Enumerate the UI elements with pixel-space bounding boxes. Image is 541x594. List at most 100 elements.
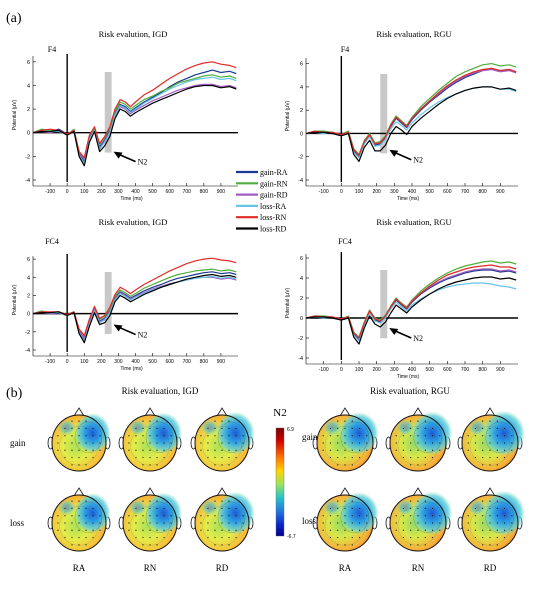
electrode-dot bbox=[170, 435, 172, 437]
electrode-dot bbox=[200, 515, 202, 517]
electrode-dot bbox=[417, 427, 419, 430]
electrode-dot bbox=[85, 427, 87, 430]
frontal-left-region bbox=[395, 419, 416, 436]
electrode-dot bbox=[337, 456, 339, 459]
legend-item-loss-RA: loss-RA bbox=[236, 202, 286, 211]
electrode-dot bbox=[322, 522, 324, 524]
electrode-label: FC4 bbox=[45, 237, 59, 246]
x-tick-label: 700 bbox=[461, 189, 470, 195]
electrode-dot bbox=[163, 435, 165, 437]
head-outline bbox=[316, 494, 374, 552]
x-tick-label: 300 bbox=[390, 189, 399, 195]
electrode-dot bbox=[417, 522, 419, 524]
electrode-dot bbox=[489, 544, 491, 546]
colorbar-max-label: 6.9 bbox=[287, 427, 294, 433]
head-outline bbox=[51, 494, 107, 552]
electrode-dot bbox=[71, 507, 73, 510]
electrode-dot bbox=[417, 515, 419, 517]
electrode-dot bbox=[337, 500, 339, 502]
electrode-dot bbox=[439, 449, 441, 451]
electrode-dot bbox=[207, 427, 209, 430]
x-tick-label: 200 bbox=[372, 367, 381, 373]
electrode-dot bbox=[439, 442, 441, 444]
legend-label: gain-RA bbox=[260, 168, 288, 177]
x-tick-label: 900 bbox=[496, 189, 505, 195]
electrode-dot bbox=[511, 522, 513, 524]
electrode-dot bbox=[402, 456, 405, 459]
frontal-left-region bbox=[322, 419, 343, 436]
electrode-dot bbox=[410, 500, 412, 502]
electrode-dot bbox=[482, 500, 484, 502]
y-tick-label: 4 bbox=[27, 275, 30, 281]
electrode-dot bbox=[482, 515, 484, 517]
electrode-dot bbox=[503, 536, 506, 539]
contour bbox=[485, 501, 514, 534]
electrode-dot bbox=[156, 435, 158, 437]
electrode-dot bbox=[242, 522, 244, 524]
row-label-loss-right: loss bbox=[302, 516, 317, 526]
electrode-dot bbox=[156, 500, 158, 502]
topomap-rgu-loss-RN bbox=[385, 487, 453, 552]
nose bbox=[412, 487, 424, 497]
electrode-dot bbox=[344, 529, 346, 531]
electrode-dot bbox=[467, 529, 469, 531]
electrode-dot bbox=[474, 515, 477, 517]
frontal-left-region bbox=[467, 419, 488, 436]
electrode-dot bbox=[64, 427, 66, 430]
electrode-dot bbox=[163, 507, 165, 510]
electrode-dot bbox=[64, 449, 66, 451]
electrode-dot bbox=[395, 449, 397, 451]
electrode-dot bbox=[358, 536, 361, 539]
electrode-dot bbox=[142, 427, 144, 430]
x-tick-label: 500 bbox=[148, 189, 157, 195]
electrode-dot bbox=[344, 427, 346, 430]
topomap-rgu-gain-RD bbox=[457, 407, 526, 472]
electrode-dot bbox=[57, 435, 59, 437]
x-tick-label: -100 bbox=[319, 189, 329, 195]
electrode-dot bbox=[156, 442, 158, 444]
electrode-dot bbox=[489, 427, 491, 430]
topomap-igd-loss-RD bbox=[190, 487, 255, 552]
topomap-rgu-gain-RA bbox=[312, 407, 379, 472]
electrode-dot bbox=[344, 464, 346, 466]
electrode-dot bbox=[351, 500, 353, 502]
electrode-dot bbox=[207, 456, 209, 459]
series-line-gain-RA bbox=[32, 271, 237, 340]
electrode-dot bbox=[135, 507, 137, 510]
erp-chart-4: Risk evaluation, RGU FC4 -100 0 100 200 300 400… bbox=[285, 217, 518, 380]
electrode-dot bbox=[395, 442, 397, 444]
electrode-dot bbox=[395, 522, 397, 524]
electrode-dot bbox=[329, 449, 332, 451]
electrode-dot bbox=[207, 522, 209, 524]
electrode-dot bbox=[207, 515, 209, 517]
contour bbox=[485, 421, 514, 453]
colorbar bbox=[275, 427, 285, 537]
electrode-dot bbox=[489, 442, 491, 444]
legend-label: loss-RN bbox=[260, 213, 286, 222]
negativity-region bbox=[411, 411, 453, 456]
colorbar-min-label: -6.7 bbox=[287, 534, 296, 540]
n2-time-window bbox=[380, 270, 388, 339]
electrode-dot bbox=[85, 420, 87, 422]
legend: gain-RA gain-RN gain-RD loss-RA loss-RN loss-… bbox=[236, 168, 288, 234]
electrode-dot bbox=[221, 449, 223, 451]
electrode-dot bbox=[156, 544, 158, 546]
electrode-dot bbox=[351, 456, 353, 459]
electrode-dot bbox=[358, 529, 361, 531]
nose bbox=[339, 487, 351, 497]
x-tick-label: 400 bbox=[131, 189, 140, 195]
electrode-dot bbox=[424, 427, 426, 430]
electrode-dot bbox=[128, 442, 130, 444]
electrode-dot bbox=[214, 420, 216, 422]
electrode-dot bbox=[64, 515, 66, 517]
electrode-dot bbox=[344, 435, 346, 437]
electrode-dot bbox=[489, 449, 491, 451]
electrode-dot bbox=[366, 529, 368, 531]
electrode-dot bbox=[337, 522, 339, 524]
electrode-dot bbox=[242, 515, 244, 517]
x-tick-label: 700 bbox=[183, 189, 192, 195]
electrode-dot bbox=[57, 449, 59, 451]
electrode-dot bbox=[489, 435, 491, 437]
topo-title-igd: Risk evaluation, IGD bbox=[122, 386, 199, 396]
